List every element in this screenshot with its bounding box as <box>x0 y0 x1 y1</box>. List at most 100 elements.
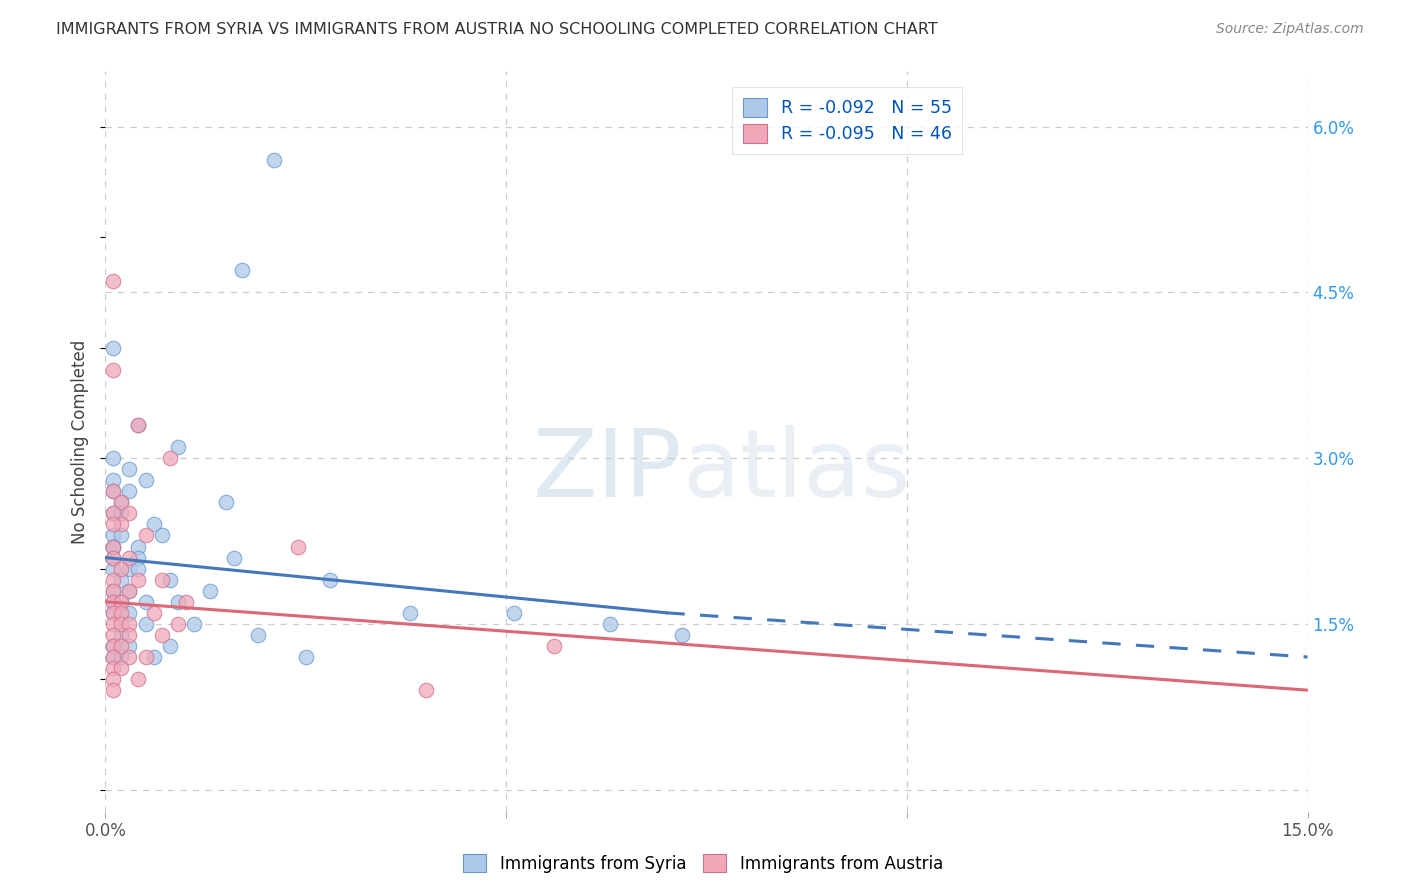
Point <box>103 595 125 609</box>
Point <box>399 606 422 620</box>
Point <box>159 451 181 466</box>
Point <box>103 639 125 653</box>
Point <box>118 606 141 620</box>
Point <box>103 650 125 665</box>
Point <box>103 616 125 631</box>
Point <box>127 417 149 432</box>
Point <box>110 661 132 675</box>
Point <box>118 550 141 565</box>
Point <box>110 595 132 609</box>
Point <box>127 540 149 554</box>
Point <box>503 606 526 620</box>
Point <box>110 573 132 587</box>
Point <box>599 616 621 631</box>
Point <box>127 550 149 565</box>
Point <box>103 507 125 521</box>
Point <box>103 517 125 532</box>
Point <box>135 473 157 487</box>
Point <box>118 628 141 642</box>
Point <box>118 616 141 631</box>
Point <box>198 583 221 598</box>
Point <box>103 507 125 521</box>
Point <box>110 616 132 631</box>
Point <box>118 462 141 476</box>
Text: IMMIGRANTS FROM SYRIA VS IMMIGRANTS FROM AUSTRIA NO SCHOOLING COMPLETED CORRELAT: IMMIGRANTS FROM SYRIA VS IMMIGRANTS FROM… <box>56 22 938 37</box>
Point <box>103 362 125 376</box>
Point <box>142 606 165 620</box>
Point <box>103 540 125 554</box>
Point <box>103 484 125 499</box>
Point <box>319 573 342 587</box>
Point <box>103 583 125 598</box>
Point <box>110 561 132 575</box>
Point <box>159 573 181 587</box>
Text: atlas: atlas <box>682 425 911 517</box>
Y-axis label: No Schooling Completed: No Schooling Completed <box>72 340 90 543</box>
Point <box>103 661 125 675</box>
Point <box>415 683 437 698</box>
Point <box>263 153 285 167</box>
Point <box>231 263 253 277</box>
Point <box>118 583 141 598</box>
Point <box>103 473 125 487</box>
Point <box>103 528 125 542</box>
Point <box>127 573 149 587</box>
Text: ZIP: ZIP <box>533 425 682 517</box>
Point <box>246 628 269 642</box>
Point <box>295 650 318 665</box>
Point <box>142 517 165 532</box>
Point <box>174 595 197 609</box>
Point <box>103 573 125 587</box>
Point <box>118 650 141 665</box>
Point <box>103 550 125 565</box>
Point <box>110 650 132 665</box>
Point <box>103 606 125 620</box>
Point <box>103 540 125 554</box>
Point <box>103 341 125 355</box>
Point <box>671 628 693 642</box>
Point <box>103 672 125 686</box>
Point <box>127 417 149 432</box>
Point <box>150 628 173 642</box>
Point <box>150 528 173 542</box>
Point <box>166 616 188 631</box>
Legend: Immigrants from Syria, Immigrants from Austria: Immigrants from Syria, Immigrants from A… <box>457 847 949 880</box>
Point <box>118 561 141 575</box>
Point <box>103 540 125 554</box>
Point <box>118 639 141 653</box>
Point <box>118 583 141 598</box>
Point <box>110 628 132 642</box>
Text: Source: ZipAtlas.com: Source: ZipAtlas.com <box>1216 22 1364 37</box>
Point <box>135 616 157 631</box>
Point <box>103 451 125 466</box>
Point <box>166 440 188 454</box>
Point <box>110 507 132 521</box>
Point <box>159 639 181 653</box>
Point <box>222 550 245 565</box>
Point <box>103 561 125 575</box>
Point <box>103 550 125 565</box>
Point <box>110 517 132 532</box>
Point <box>287 540 309 554</box>
Legend: R = -0.092   N = 55, R = -0.095   N = 46: R = -0.092 N = 55, R = -0.095 N = 46 <box>733 87 962 153</box>
Point <box>127 561 149 575</box>
Point <box>110 639 132 653</box>
Point <box>103 606 125 620</box>
Point <box>103 639 125 653</box>
Point <box>543 639 565 653</box>
Point <box>135 595 157 609</box>
Point <box>110 606 132 620</box>
Point <box>110 495 132 509</box>
Point <box>103 628 125 642</box>
Point <box>214 495 236 509</box>
Point <box>103 583 125 598</box>
Point <box>118 507 141 521</box>
Point <box>183 616 205 631</box>
Point <box>103 484 125 499</box>
Point <box>166 595 188 609</box>
Point <box>118 484 141 499</box>
Point <box>103 683 125 698</box>
Point <box>150 573 173 587</box>
Point <box>127 672 149 686</box>
Point <box>103 595 125 609</box>
